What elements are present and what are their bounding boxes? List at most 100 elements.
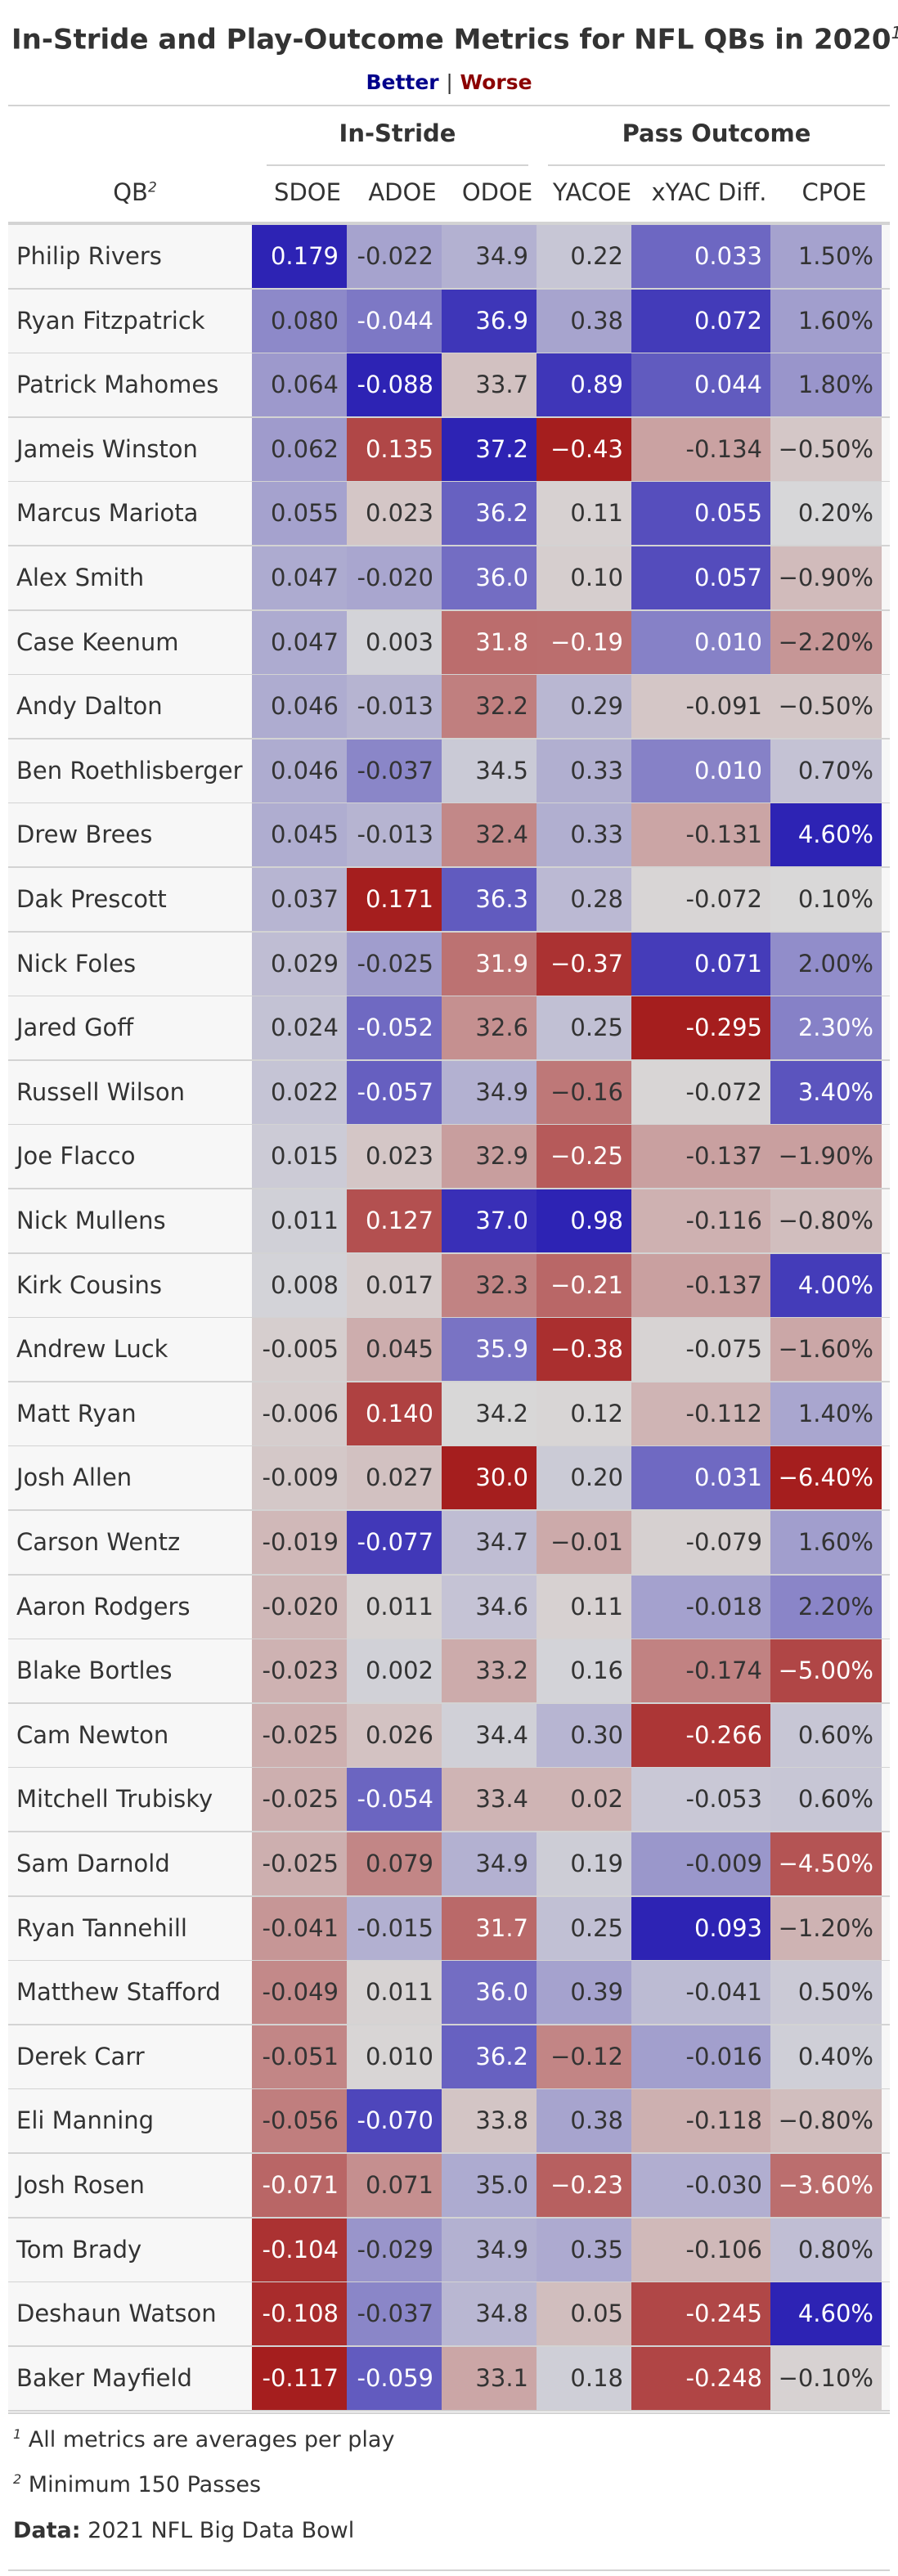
cell-cpoe: −0.10%: [770, 2347, 882, 2410]
cell-sdoe: 0.064: [252, 353, 347, 416]
cell-odoe: 34.9: [442, 1061, 537, 1124]
cell-adoe: 0.017: [347, 1254, 442, 1317]
qb-name: Dak Prescott: [16, 885, 167, 913]
cell-xyac: -0.106: [631, 2219, 770, 2282]
cell-xyac: -0.053: [631, 1768, 770, 1831]
cell-xyac: 0.031: [631, 1446, 770, 1509]
qb-name: Blake Bortles: [16, 1657, 173, 1684]
cell-odoe: 36.9: [442, 290, 537, 353]
qb-name: Marcus Mariota: [16, 499, 199, 527]
cell-odoe: 34.9: [442, 225, 537, 288]
cell-cpoe: 1.40%: [770, 1382, 882, 1445]
cell-yacoe: 0.25: [537, 996, 631, 1059]
cell-xyac: -0.248: [631, 2347, 770, 2410]
cell-yacoe: −0.19: [537, 611, 631, 674]
cell-odoe: 34.9: [442, 2219, 537, 2282]
cell-cpoe: 1.60%: [770, 290, 882, 353]
cell-adoe: 0.127: [347, 1189, 442, 1252]
table-row: Josh Rosen -0.071 0.071 35.0 −0.23 -0.030 −3.6…: [8, 2154, 890, 2219]
table-row: Cam Newton -0.025 0.026 34.4 0.30 -0.266 0.60%: [8, 1704, 890, 1769]
column-header-odoe: ODOE: [461, 178, 533, 206]
qb-name: Eli Manning: [16, 2106, 155, 2134]
cell-yacoe: −0.38: [537, 1318, 631, 1381]
table-row: Aaron Rodgers -0.020 0.011 34.6 0.11 -0.018 2.…: [8, 1576, 890, 1640]
cell-cpoe: 3.40%: [770, 1061, 882, 1124]
cell-adoe: 0.171: [347, 868, 442, 931]
table-row: Drew Brees 0.045 -0.013 32.4 0.33 -0.131 4.60%: [8, 803, 890, 868]
cell-odoe: 37.2: [442, 418, 537, 481]
qb-name: Josh Allen: [16, 1463, 132, 1491]
cell-yacoe: −0.01: [537, 1511, 631, 1574]
cell-adoe: -0.037: [347, 2282, 442, 2345]
cell-sdoe: -0.041: [252, 1897, 347, 1960]
table-row: Deshaun Watson -0.108 -0.037 34.8 0.05 -0.245…: [8, 2282, 890, 2347]
cell-xyac: 0.071: [631, 933, 770, 996]
table-row: Russell Wilson 0.022 -0.057 34.9 −0.16 -0.072…: [8, 1061, 890, 1126]
cell-sdoe: -0.025: [252, 1704, 347, 1767]
cell-cpoe: 0.10%: [770, 868, 882, 931]
cell-cpoe: 4.60%: [770, 803, 882, 866]
cell-odoe: 36.3: [442, 868, 537, 931]
footnote-2-text: Minimum 150 Passes: [28, 2472, 262, 2497]
cell-cpoe: 2.00%: [770, 933, 882, 996]
cell-odoe: 32.2: [442, 675, 537, 738]
cell-adoe: -0.029: [347, 2219, 442, 2282]
qb-name: Sam Darnold: [16, 1850, 170, 1877]
cell-yacoe: 0.16: [537, 1639, 631, 1702]
cell-odoe: 32.9: [442, 1125, 537, 1188]
cell-cpoe: −0.80%: [770, 2089, 882, 2152]
legend-worse: Worse: [460, 70, 532, 94]
qb-name: Andrew Luck: [16, 1335, 168, 1363]
qb-name: Nick Foles: [16, 950, 137, 978]
cell-odoe: 34.4: [442, 1704, 537, 1767]
cell-adoe: -0.013: [347, 675, 442, 738]
qb-name: Philip Rivers: [16, 242, 162, 270]
page-title: In-Stride and Play-Outcome Metrics for N…: [11, 23, 898, 56]
cell-sdoe: 0.047: [252, 611, 347, 674]
source-label: Data:: [13, 2518, 81, 2543]
column-header-cpoe: CPOE: [801, 178, 867, 206]
cell-sdoe: -0.108: [252, 2282, 347, 2345]
qb-name: Alex Smith: [16, 564, 145, 591]
qb-name: Ben Roethlisberger: [16, 757, 243, 784]
cell-adoe: -0.077: [347, 1511, 442, 1574]
cell-yacoe: 0.35: [537, 2219, 631, 2282]
cell-xyac: 0.057: [631, 546, 770, 609]
table-row: Eli Manning -0.056 -0.070 33.8 0.38 -0.118 −0.…: [8, 2089, 890, 2154]
cell-xyac: -0.072: [631, 868, 770, 931]
cell-yacoe: −0.16: [537, 1061, 631, 1124]
cell-cpoe: 2.20%: [770, 1576, 882, 1639]
cell-sdoe: -0.117: [252, 2347, 347, 2410]
cell-sdoe: 0.024: [252, 996, 347, 1059]
cell-cpoe: −3.60%: [770, 2154, 882, 2217]
cell-yacoe: −0.37: [537, 933, 631, 996]
color-legend-subtitle: Better | Worse: [0, 70, 898, 94]
cell-adoe: 0.071: [347, 2154, 442, 2217]
cell-odoe: 34.5: [442, 740, 537, 802]
cell-adoe: -0.020: [347, 546, 442, 609]
cell-yacoe: 0.89: [537, 353, 631, 416]
column-header-yacoe: YACOE: [552, 178, 632, 206]
cell-yacoe: 0.19: [537, 1832, 631, 1895]
cell-xyac: -0.016: [631, 2025, 770, 2088]
cell-xyac: -0.072: [631, 1061, 770, 1124]
cell-yacoe: 0.25: [537, 1897, 631, 1960]
cell-adoe: 0.023: [347, 482, 442, 545]
qb-name: Deshaun Watson: [16, 2300, 217, 2327]
cell-cpoe: 0.50%: [770, 1961, 882, 2024]
cell-sdoe: -0.071: [252, 2154, 347, 2217]
cell-sdoe: -0.056: [252, 2089, 347, 2152]
cell-sdoe: 0.080: [252, 290, 347, 353]
cell-sdoe: -0.009: [252, 1446, 347, 1509]
cell-adoe: -0.070: [347, 2089, 442, 2152]
cell-xyac: 0.072: [631, 290, 770, 353]
cell-odoe: 34.9: [442, 1832, 537, 1895]
table-row: Marcus Mariota 0.055 0.023 36.2 0.11 0.055 0.2…: [8, 482, 890, 546]
legend-separator: |: [446, 70, 453, 94]
cell-odoe: 36.0: [442, 1961, 537, 2024]
cell-adoe: 0.045: [347, 1318, 442, 1381]
cell-odoe: 34.2: [442, 1382, 537, 1445]
cell-yacoe: 0.11: [537, 1576, 631, 1639]
qb-name: Russell Wilson: [16, 1078, 186, 1106]
cell-adoe: 0.079: [347, 1832, 442, 1895]
